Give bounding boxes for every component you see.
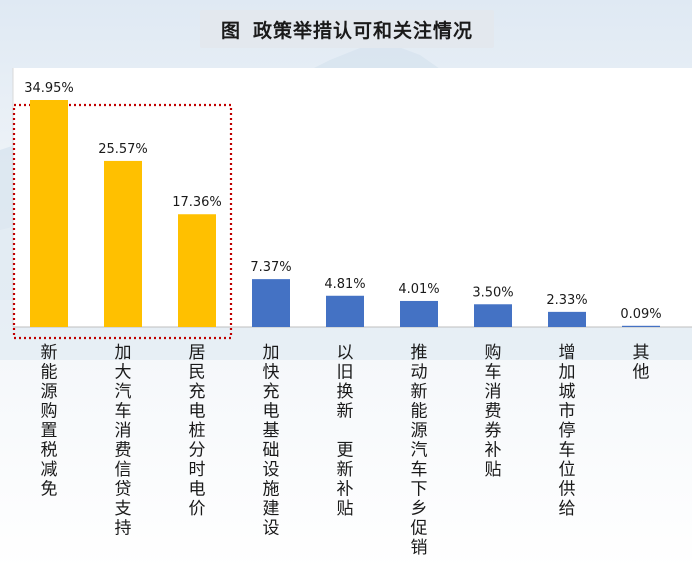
category-label-6: 推动新能源汽车下乡促销 (411, 343, 428, 558)
title-text: 政策举措认可和关注情况 (253, 19, 474, 42)
data-label-1: 34.95% (24, 81, 74, 96)
category-label-9: 其他 (633, 343, 650, 383)
data-label-4: 7.37% (250, 260, 291, 275)
chart-title: 图 政策举措认可和关注情况 (200, 10, 494, 48)
bar-4 (252, 279, 290, 327)
category-label-2: 加大汽车消费信贷支持 (115, 343, 132, 539)
category-label-7: 购车消费券补贴 (485, 343, 502, 480)
bar-9 (622, 325, 660, 327)
title-prefix: 图 (220, 19, 241, 42)
bar-6 (400, 300, 438, 327)
data-label-6: 4.01% (398, 282, 439, 297)
data-label-5: 4.81% (324, 277, 365, 292)
bar-7 (474, 304, 512, 327)
bar-2 (104, 160, 142, 327)
bar-1 (30, 100, 68, 327)
category-label-1: 新能源购置税减免 (41, 343, 58, 500)
bar-5 (326, 295, 364, 327)
category-label-4: 加快充电基础设施建设 (263, 343, 280, 539)
category-label-3: 居民充电桩分时电价 (189, 343, 206, 519)
category-label-5: 以旧换新 更新补贴 (337, 343, 354, 519)
data-label-9: 0.09% (620, 307, 661, 322)
data-label-7: 3.50% (472, 285, 513, 300)
data-label-8: 2.33% (546, 293, 587, 308)
category-label-8: 增加城市停车位供给 (559, 343, 576, 519)
data-label-2: 25.57% (98, 142, 148, 157)
bar-8 (548, 311, 586, 327)
bar-3 (178, 214, 216, 327)
data-label-3: 17.36% (172, 195, 222, 210)
